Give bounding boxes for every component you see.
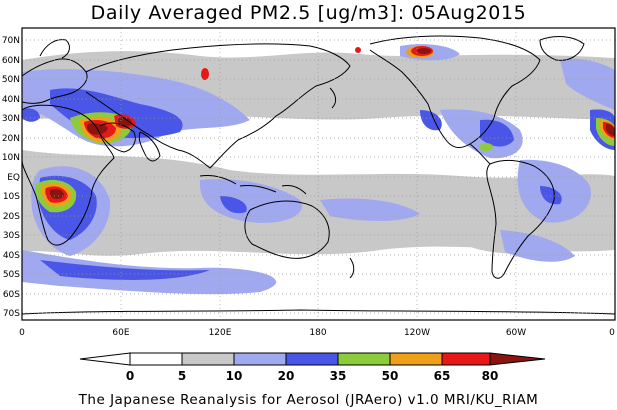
source-credit: The Japanese Reanalysis for Aerosol (JRA… — [78, 392, 539, 408]
pollution-field — [22, 44, 615, 295]
colorbar-bin — [337, 352, 391, 366]
colorbar-label: 5 — [178, 369, 186, 383]
lon-label: 0 — [19, 328, 25, 338]
lat-label: 60S — [3, 290, 20, 300]
lat-label: 70N — [2, 36, 20, 46]
lat-label: 70S — [3, 309, 20, 319]
lat-label: 20N — [2, 134, 20, 144]
lat-label: 40S — [3, 251, 20, 261]
colorbar-label: 80 — [482, 369, 499, 383]
lon-label: 60E — [112, 328, 129, 338]
colorbar-bin — [233, 352, 287, 366]
colorbar-bin — [129, 352, 183, 366]
lat-label: 10S — [3, 192, 20, 202]
latitude-labels: 70N 60N 50N 40N 30N 20N 10N EQ 10S 20S 3… — [2, 36, 20, 319]
colorbar-label: 10 — [226, 369, 243, 383]
colorbar-arrow-high — [489, 352, 546, 366]
lat-label: 30N — [2, 114, 20, 124]
colorbar-bin — [181, 352, 235, 366]
lat-label: 60N — [2, 56, 20, 66]
lon-label: 180 — [309, 328, 326, 338]
lat-label: EQ — [7, 173, 20, 183]
longitude-labels: 0 60E 120E 180 120W 60W 0 — [19, 328, 615, 338]
colorbar-label: 50 — [382, 369, 399, 383]
lon-label: 0 — [609, 328, 615, 338]
lon-label: 60W — [506, 328, 526, 338]
colorbar-bin — [441, 352, 491, 366]
lon-label: 120W — [404, 328, 430, 338]
colorbar-label: 35 — [330, 369, 347, 383]
map-frame — [21, 27, 616, 321]
graticule — [22, 28, 615, 320]
colorbar-bin — [285, 352, 339, 366]
colorbar-label: 65 — [434, 369, 451, 383]
lat-label: 40N — [2, 95, 20, 105]
lat-label: 10N — [2, 153, 20, 163]
colorbar-bin — [389, 352, 443, 366]
lat-label: 30S — [3, 231, 20, 241]
map-title: Daily Averaged PM2.5 [ug/m3]: 05Aug2015 — [90, 2, 527, 24]
lon-label: 120E — [209, 328, 232, 338]
lat-label: 50S — [3, 270, 20, 280]
coastlines — [22, 35, 615, 315]
colorbar-arrow-low — [79, 352, 131, 366]
lat-label: 20S — [3, 212, 20, 222]
colorbar-label: 0 — [126, 369, 134, 383]
lat-label: 50N — [2, 75, 20, 85]
colorbar-label: 20 — [278, 369, 295, 383]
colorbar: 0 5 10 20 35 50 65 80 — [79, 352, 546, 383]
